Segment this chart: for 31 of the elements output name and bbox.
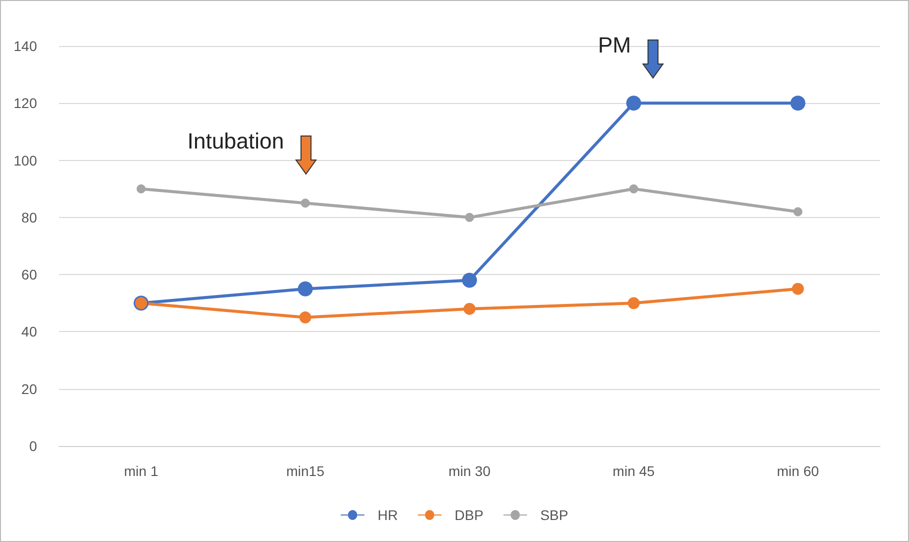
point: [626, 96, 642, 111]
point: [136, 184, 146, 194]
annotation: PM: [598, 32, 631, 58]
x-tick-label: min15: [286, 463, 325, 479]
annotation: Intubation: [187, 128, 284, 154]
point: [465, 212, 474, 222]
legend-label: HR: [378, 507, 398, 523]
point: [792, 282, 804, 295]
legend-label: DBP: [454, 507, 484, 523]
point: [629, 184, 638, 194]
y-tick-label: 80: [21, 209, 38, 226]
y-tick-label: 20: [21, 380, 38, 397]
y-tick-label: 100: [14, 152, 38, 168]
point: [298, 281, 313, 296]
point: [462, 272, 477, 288]
x-tick-label: min 60: [776, 463, 820, 479]
x-tick-label: min 30: [448, 463, 491, 479]
y-tick-label: 0: [29, 438, 38, 454]
point: [793, 207, 802, 216]
legend-label: SBP: [540, 507, 568, 523]
y-tick-label: 120: [14, 95, 38, 112]
point: [300, 198, 310, 208]
y-tick-label: 40: [21, 324, 38, 340]
x-tick-label: min 1: [124, 463, 158, 479]
point: [628, 297, 640, 310]
x-tick-label: min 45: [612, 463, 655, 479]
point: [464, 302, 476, 315]
y-tick-label: 60: [21, 266, 38, 283]
point: [299, 311, 312, 324]
point: [790, 96, 806, 111]
y-tick-label: 140: [14, 38, 38, 54]
